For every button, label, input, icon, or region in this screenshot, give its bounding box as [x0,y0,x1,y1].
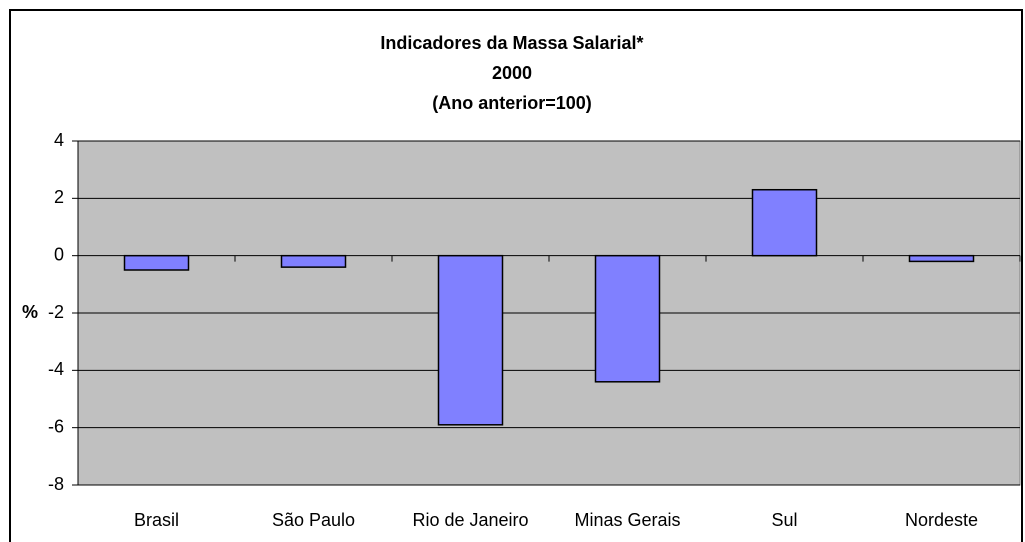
chart-title: (Ano anterior=100) [432,93,592,113]
y-tick-label: -2 [48,302,64,322]
y-axis-label: % [22,302,38,322]
y-tick-label: -4 [48,359,64,379]
bar [437,254,504,426]
y-tick-label: -6 [48,416,64,436]
y-tick-label: 0 [54,244,64,264]
x-tick-label: Sul [771,510,797,530]
y-tick-label: 4 [54,130,64,150]
chart-title: 2000 [492,63,532,83]
y-tick-label: 2 [54,187,64,207]
x-tick-label: Nordeste [905,510,978,530]
y-tick-label: -8 [48,474,64,494]
x-tick-label: Brasil [134,510,179,530]
x-tick-label: Rio de Janeiro [412,510,528,530]
bar [594,254,661,383]
bar [123,254,190,271]
bar [280,254,347,268]
x-tick-label: São Paulo [272,510,355,530]
chart-title: Indicadores da Massa Salarial* [380,33,643,53]
bar [908,254,975,263]
x-tick-label: Minas Gerais [574,510,680,530]
bar [751,188,818,257]
